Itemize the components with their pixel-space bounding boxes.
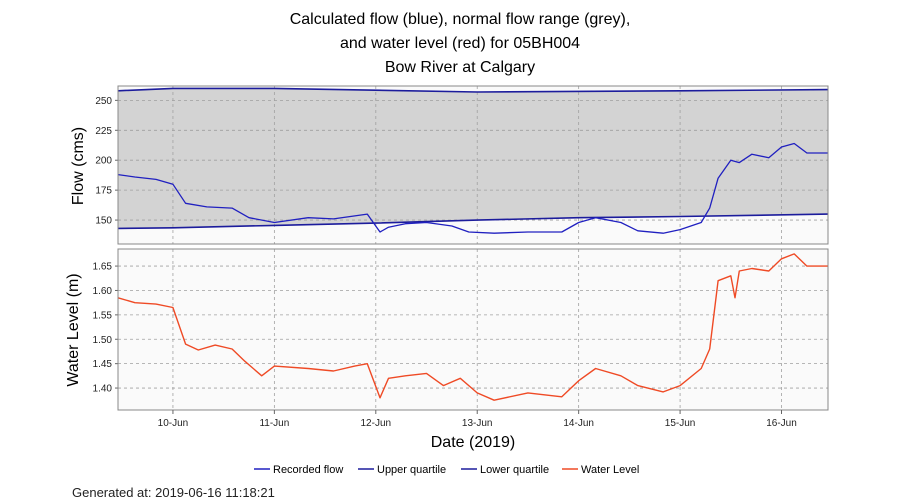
chart-title-line-1: Calculated flow (blue), normal flow rang… bbox=[290, 11, 631, 28]
plot-border bbox=[117, 248, 829, 411]
y-tick-label: 1.50 bbox=[93, 335, 113, 346]
recorded-flow-line bbox=[117, 142, 828, 234]
generated-timestamp: Generated at: 2019-06-16 11:18:21 bbox=[72, 485, 275, 500]
y-tick-label: 200 bbox=[95, 156, 112, 167]
chart-title-line-2: and water level (red) for 05BH004 bbox=[340, 35, 580, 52]
x-tick-label: 13-Jun bbox=[462, 418, 493, 429]
y-tick-label: 150 bbox=[95, 216, 112, 227]
date-axis-label: Date (2019) bbox=[431, 434, 516, 451]
plot-background bbox=[118, 249, 828, 410]
x-tick-label: 12-Jun bbox=[361, 418, 392, 429]
flow-axis-label: Flow (cms) bbox=[70, 127, 87, 205]
y-tick-label: 1.40 bbox=[93, 384, 113, 395]
legend-label: Recorded flow bbox=[273, 464, 343, 476]
normal-range-band bbox=[118, 88, 828, 229]
water-level-panel: 1.40 1.45 1.50 1.55 1.60 1.65 10-Jun 11-Jun 12-J… bbox=[93, 248, 829, 429]
legend-label: Upper quartile bbox=[377, 464, 446, 476]
legend-label: Water Level bbox=[581, 464, 639, 476]
lower-quartile-line bbox=[117, 213, 829, 230]
x-tick-label: 10-Jun bbox=[158, 418, 189, 429]
legend-label: Lower quartile bbox=[480, 464, 549, 476]
x-tick-label: 16-Jun bbox=[766, 418, 797, 429]
y-tick-label: 1.45 bbox=[93, 359, 113, 370]
water-level-axis-label: Water Level (m) bbox=[65, 273, 82, 386]
y-tick-label: 225 bbox=[95, 126, 112, 137]
y-tick-label: 1.55 bbox=[93, 310, 113, 321]
plot-border bbox=[117, 85, 829, 245]
chart-title-line-3: Bow River at Calgary bbox=[385, 59, 535, 76]
y-tick-label: 250 bbox=[95, 96, 112, 107]
y-tick-label: 1.60 bbox=[93, 286, 113, 297]
x-tick-label: 15-Jun bbox=[665, 418, 696, 429]
flow-panel: 150 175 200 225 250 bbox=[95, 85, 829, 245]
upper-quartile-line bbox=[117, 87, 829, 93]
y-tick-label: 175 bbox=[95, 186, 112, 197]
x-tick-label: 14-Jun bbox=[563, 418, 594, 429]
y-tick-label: 1.65 bbox=[93, 262, 113, 273]
x-tick-label: 11-Jun bbox=[259, 418, 289, 429]
water-level-line bbox=[117, 253, 828, 401]
chart-legend: Recorded flow Upper quartile Lower quartil… bbox=[254, 464, 639, 476]
